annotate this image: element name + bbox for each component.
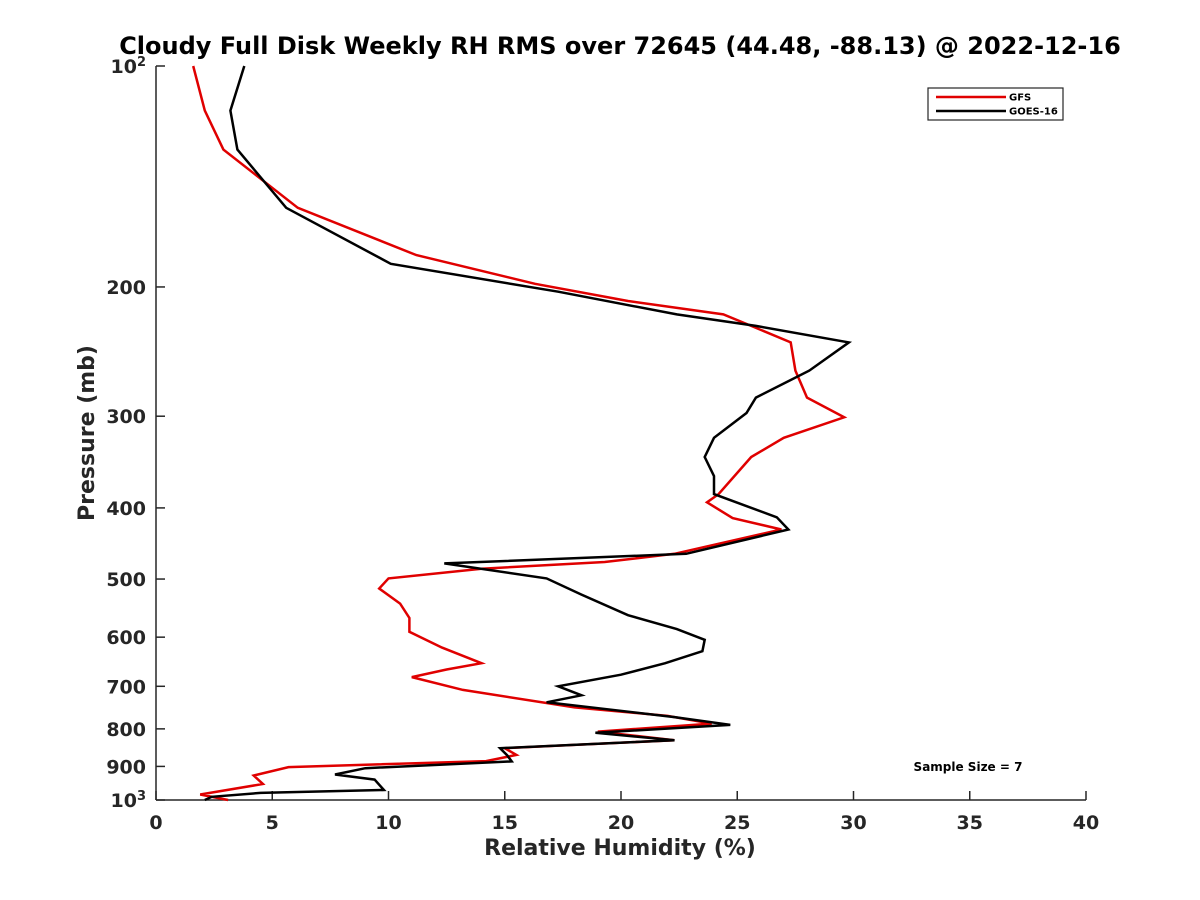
legend-label: GOES-16 [1009, 107, 1058, 118]
y-tick-label-base: 10 [111, 790, 137, 812]
x-tick-label: 10 [375, 812, 401, 834]
axes: 0 5 10 15 20 25 30 35 40102200300400500600700800… [106, 55, 1099, 834]
legend-label: GFS [1009, 93, 1031, 104]
y-tick-label: 103 [111, 789, 147, 812]
series-lines [191, 65, 853, 802]
y-tick-label: 700 [106, 676, 146, 698]
series-line-gfs [191, 65, 848, 802]
y-tick-label: 800 [106, 719, 146, 741]
x-tick-label: 15 [492, 812, 518, 834]
series-line-goes-16 [204, 65, 853, 802]
y-tick-label: 300 [106, 406, 146, 428]
y-tick-label-base: 400 [106, 498, 146, 520]
y-tick-label-base: 200 [106, 277, 146, 299]
y-tick-label-base: 10 [111, 56, 137, 78]
x-tick-label: 30 [840, 812, 866, 834]
x-tick-label: 40 [1073, 812, 1099, 834]
y-tick-label: 900 [106, 756, 146, 778]
y-tick-label-base: 300 [106, 406, 146, 428]
y-tick-label-exponent: 2 [137, 55, 146, 70]
y-tick-label: 400 [106, 498, 146, 520]
x-tick-label: 25 [724, 812, 750, 834]
y-axis-label: Pressure (mb) [75, 345, 100, 521]
x-tick-label: 5 [266, 812, 279, 834]
y-tick-label: 102 [111, 55, 147, 78]
y-tick-label-base: 700 [106, 676, 146, 698]
y-tick-label: 500 [106, 569, 146, 591]
y-tick-label: 600 [106, 627, 146, 649]
x-tick-label: 35 [957, 812, 983, 834]
chart-title: Cloudy Full Disk Weekly RH RMS over 7264… [119, 32, 1121, 60]
y-tick-label-exponent: 3 [137, 789, 146, 804]
y-tick-label-base: 900 [106, 756, 146, 778]
sample-size-annotation: Sample Size = 7 [914, 760, 1023, 774]
y-tick-label-base: 800 [106, 719, 146, 741]
y-tick-label-base: 500 [106, 569, 146, 591]
y-tick-label: 200 [106, 277, 146, 299]
y-tick-label-base: 600 [106, 627, 146, 649]
legend-box [927, 87, 1064, 121]
legend: GFS GOES-16 [927, 87, 1064, 121]
x-tick-label: 0 [149, 812, 162, 834]
x-tick-label: 20 [608, 812, 634, 834]
x-axis-label: Relative Humidity (%) [484, 836, 756, 861]
